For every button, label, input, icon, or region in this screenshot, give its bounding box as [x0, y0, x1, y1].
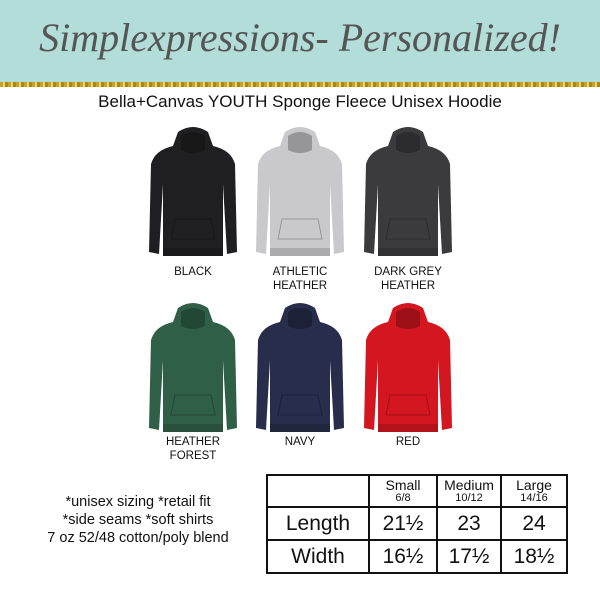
glitter-divider: [0, 82, 600, 87]
table-row: Length 21½ 23 24: [266, 506, 568, 541]
size-header: Small 6/8: [368, 474, 438, 508]
color-label: RED: [395, 436, 421, 448]
cell: 16½: [368, 539, 438, 574]
cell: 17½: [436, 539, 502, 574]
feature-line: 7 oz 52/48 cotton/poly blend: [47, 530, 229, 546]
feature-line: *side seams *soft shirts: [62, 512, 214, 528]
color-label: ATHLETIC HEATHER: [272, 266, 328, 292]
color-label: BLACK: [174, 266, 212, 278]
brand-title: Simplexpressions- Personalized!: [39, 15, 561, 60]
cell: 23: [436, 506, 502, 541]
hoodie-image: [143, 300, 243, 440]
color-label: NAVY: [284, 436, 316, 448]
hoodie-image: [143, 124, 243, 264]
color-label: HEATHER FOREST: [165, 436, 221, 462]
features: *unisex sizing *retail fit *side seams *…: [14, 493, 262, 547]
size-header: Medium 10/12: [436, 474, 502, 508]
product-title: Bella+Canvas YOUTH Sponge Fleece Unisex …: [98, 92, 502, 111]
size-chart: Small 6/8 Medium 10/12 Large 14/16 Length 2…: [266, 474, 568, 574]
hoodie-image: [250, 300, 350, 440]
row-label: Length: [266, 506, 370, 541]
hoodie-image: [250, 124, 350, 264]
hoodie-image: [358, 124, 458, 264]
banner: Simplexpressions- Personalized!: [0, 0, 600, 82]
cell: 21½: [368, 506, 438, 541]
row-label: Width: [266, 539, 370, 574]
hoodie-image: [358, 300, 458, 440]
color-label: DARK GREY HEATHER: [374, 266, 442, 292]
feature-line: *unisex sizing *retail fit: [65, 494, 211, 510]
empty-cell: [266, 474, 370, 508]
table-row: Width 16½ 17½ 18½: [266, 539, 568, 574]
cell: 18½: [500, 539, 568, 574]
cell: 24: [500, 506, 568, 541]
size-header: Large 14/16: [500, 474, 568, 508]
